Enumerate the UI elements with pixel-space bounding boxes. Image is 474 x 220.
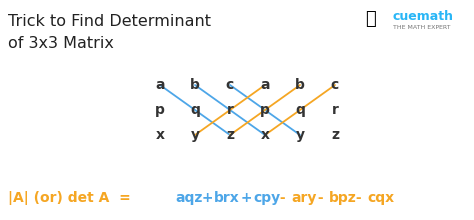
Text: -: - <box>351 191 366 205</box>
Text: ary: ary <box>291 191 316 205</box>
Text: x: x <box>261 128 270 142</box>
Text: brx: brx <box>214 191 240 205</box>
Text: cuemath: cuemath <box>393 10 454 23</box>
Text: r: r <box>331 103 338 117</box>
Text: |A| (or) det A  =: |A| (or) det A = <box>8 191 140 205</box>
Text: p: p <box>260 103 270 117</box>
Text: q: q <box>190 103 200 117</box>
Text: y: y <box>295 128 304 142</box>
Text: r: r <box>227 103 233 117</box>
Text: THE MATH EXPERT: THE MATH EXPERT <box>393 25 450 30</box>
Text: -: - <box>275 191 291 205</box>
Text: aqz: aqz <box>175 191 202 205</box>
Text: z: z <box>226 128 234 142</box>
Text: +: + <box>197 191 219 205</box>
Text: b: b <box>190 78 200 92</box>
Text: p: p <box>155 103 165 117</box>
Text: 🚀: 🚀 <box>365 10 376 28</box>
Text: cpy: cpy <box>253 191 280 205</box>
Text: q: q <box>295 103 305 117</box>
Text: cqx: cqx <box>367 191 394 205</box>
Text: -: - <box>313 191 328 205</box>
Text: c: c <box>226 78 234 92</box>
Text: z: z <box>331 128 339 142</box>
Text: y: y <box>191 128 200 142</box>
Text: c: c <box>331 78 339 92</box>
Text: x: x <box>155 128 164 142</box>
Text: of 3x3 Matrix: of 3x3 Matrix <box>8 36 114 51</box>
Text: +: + <box>236 191 257 205</box>
Text: a: a <box>260 78 270 92</box>
Text: a: a <box>155 78 165 92</box>
Text: Trick to Find Determinant: Trick to Find Determinant <box>8 14 211 29</box>
Text: b: b <box>295 78 305 92</box>
Text: bpz: bpz <box>329 191 357 205</box>
